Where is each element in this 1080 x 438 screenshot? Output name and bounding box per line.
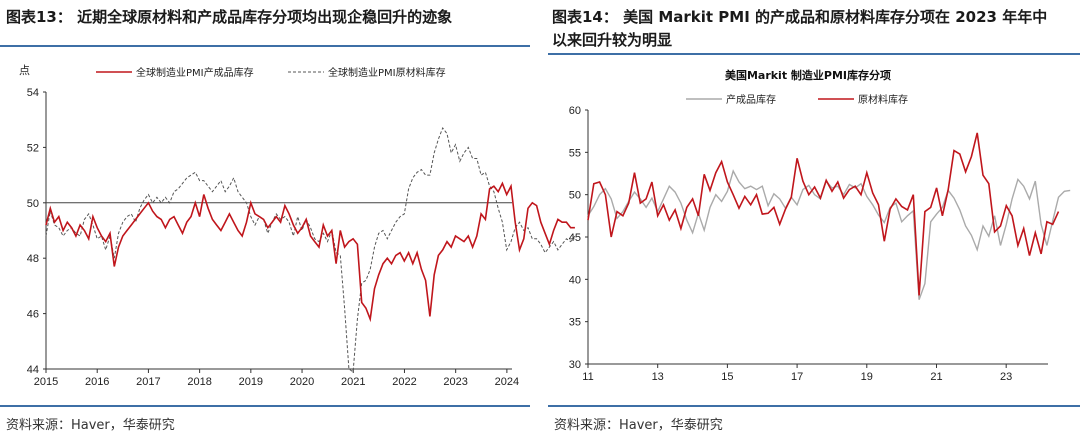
x-tick-label: 17 xyxy=(791,371,803,383)
x-tick-label: 2015 xyxy=(34,376,58,388)
left-figure: 图表13： 近期全球原材料和产成品库存分项均出现企稳回升的迹象 点 44 46 48 5… xyxy=(0,0,576,438)
y-tick-label: 54 xyxy=(27,87,39,99)
us-markit-inventory-chart: 美国Markit 制造业PMI库存分项 30 35 40 45 50 55 60 11 13 15 1… xyxy=(569,68,1071,383)
x-tick-label: 2023 xyxy=(443,376,467,388)
bottom-rule xyxy=(0,405,530,407)
series-line-finished-goods xyxy=(45,181,575,323)
x-tick-label: 23 xyxy=(1000,371,1012,383)
source-note: 资料来源：Haver，华泰研究 xyxy=(6,418,175,433)
x-tick-label: 2020 xyxy=(290,376,314,388)
title-rule xyxy=(548,53,1080,55)
series-line-raw-materials xyxy=(587,132,1060,296)
y-tick-label: 60 xyxy=(569,105,581,117)
x-tick-label: 2016 xyxy=(85,376,109,388)
y-tick-label: 46 xyxy=(27,309,39,321)
x-tick-label: 2022 xyxy=(392,376,416,388)
y-axis-unit-label: 点 xyxy=(19,64,30,77)
x-tick-label: 2019 xyxy=(239,376,263,388)
legend-label-finished-goods: 产成品库存 xyxy=(726,93,776,106)
x-tick-label: 2017 xyxy=(136,376,160,388)
x-tick-label: 2024 xyxy=(495,376,519,388)
x-tick-label: 21 xyxy=(930,371,942,383)
global-inventory-chart: 点 44 46 48 50 52 54 2015 2016 2017 2018 2019 2020 202… xyxy=(19,64,576,388)
series-line-finished-goods xyxy=(587,169,1071,300)
x-tick-label: 2018 xyxy=(187,376,211,388)
right-figure: 图表14： 美国 Markit PMI 的产成品和原材料库存分项在 2023 年… xyxy=(548,0,1080,438)
y-tick-label: 50 xyxy=(569,190,581,202)
figure-13-title: 图表13： 近期全球原材料和产成品库存分项均出现企稳回升的迹象 xyxy=(6,8,453,26)
x-tick-label: 15 xyxy=(721,371,733,383)
y-tick-label: 50 xyxy=(27,198,39,210)
title-rule xyxy=(0,45,530,47)
y-tick-label: 55 xyxy=(569,147,581,159)
y-tick-label: 44 xyxy=(27,364,39,376)
series-line-raw-materials xyxy=(45,126,576,373)
legend-label-raw-materials: 原材料库存 xyxy=(858,93,908,106)
figure-14-title-line1: 图表14： 美国 Markit PMI 的产成品和原材料库存分项在 2023 年… xyxy=(552,8,1048,26)
x-tick-label: 11 xyxy=(582,371,593,383)
figure-14-title: 图表14： 美国 Markit PMI 的产成品和原材料库存分项在 2023 年… xyxy=(552,6,1076,52)
y-tick-label: 45 xyxy=(569,232,581,244)
chart-title: 美国Markit 制造业PMI库存分项 xyxy=(725,68,891,82)
legend-label-raw-materials: 全球制造业PMI原材料库存 xyxy=(328,66,446,79)
y-tick-label: 52 xyxy=(27,142,39,154)
legend-label-finished-goods: 全球制造业PMI产成品库存 xyxy=(136,66,254,79)
figure-14-title-line2: 以来回升较为明显 xyxy=(552,31,673,49)
x-tick-label: 2021 xyxy=(341,376,365,388)
y-tick-label: 30 xyxy=(569,359,581,371)
x-tick-label: 19 xyxy=(861,371,873,383)
y-tick-label: 48 xyxy=(27,253,39,265)
y-tick-label: 35 xyxy=(569,317,581,329)
x-tick-label: 13 xyxy=(652,371,664,383)
source-note: 资料来源：Haver，华泰研究 xyxy=(554,418,723,433)
bottom-rule xyxy=(548,405,1080,407)
y-tick-label: 40 xyxy=(569,274,581,286)
